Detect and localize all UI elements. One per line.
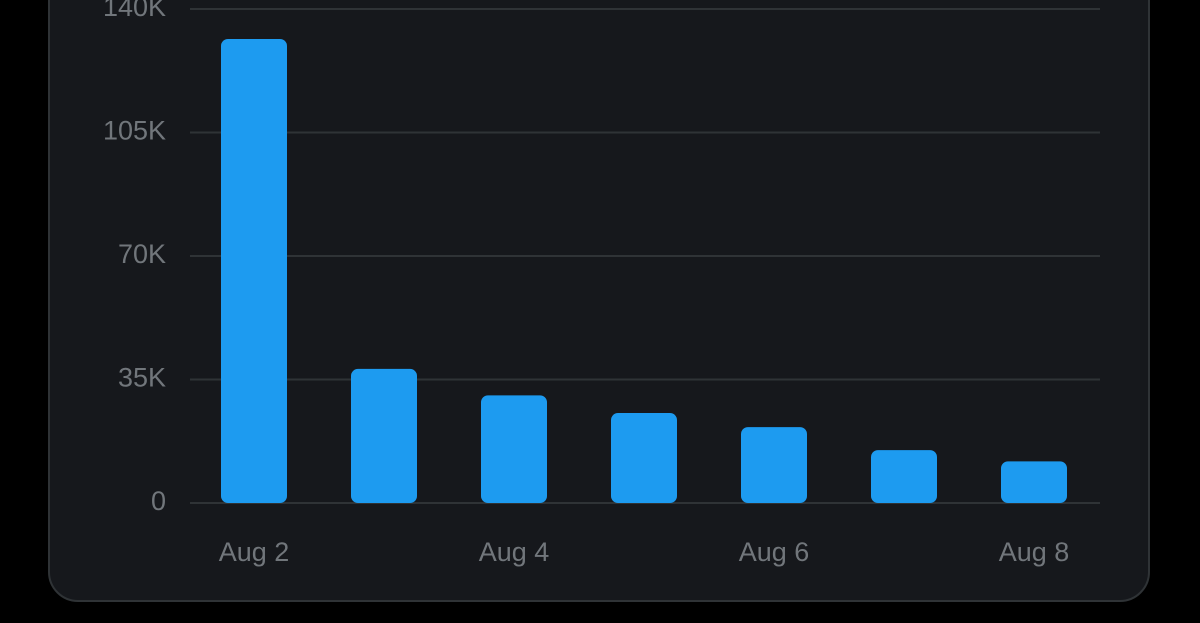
x-tick-label: Aug 6 — [739, 537, 810, 567]
bar[interactable] — [871, 450, 937, 503]
bar[interactable] — [611, 413, 677, 503]
bar[interactable] — [741, 427, 807, 503]
y-tick-label: 35K — [118, 363, 166, 393]
y-tick-label: 105K — [103, 116, 166, 146]
x-tick-label: Aug 2 — [219, 537, 290, 567]
x-axis-tick-labels: Aug 2 Aug 4 Aug 6 Aug 8 — [219, 537, 1070, 567]
bar[interactable] — [1001, 461, 1067, 503]
x-tick-label: Aug 8 — [999, 537, 1070, 567]
y-tick-label: 70K — [118, 239, 166, 269]
y-tick-label: 0 — [151, 486, 166, 516]
y-axis-tick-labels: 0 35K 70K 105K 140K — [103, 0, 166, 516]
bar[interactable] — [221, 38, 287, 503]
bar[interactable] — [481, 395, 547, 503]
x-tick-label: Aug 4 — [479, 537, 550, 567]
y-tick-label: 140K — [103, 0, 166, 22]
bar[interactable] — [351, 368, 417, 503]
bars — [221, 38, 1067, 503]
